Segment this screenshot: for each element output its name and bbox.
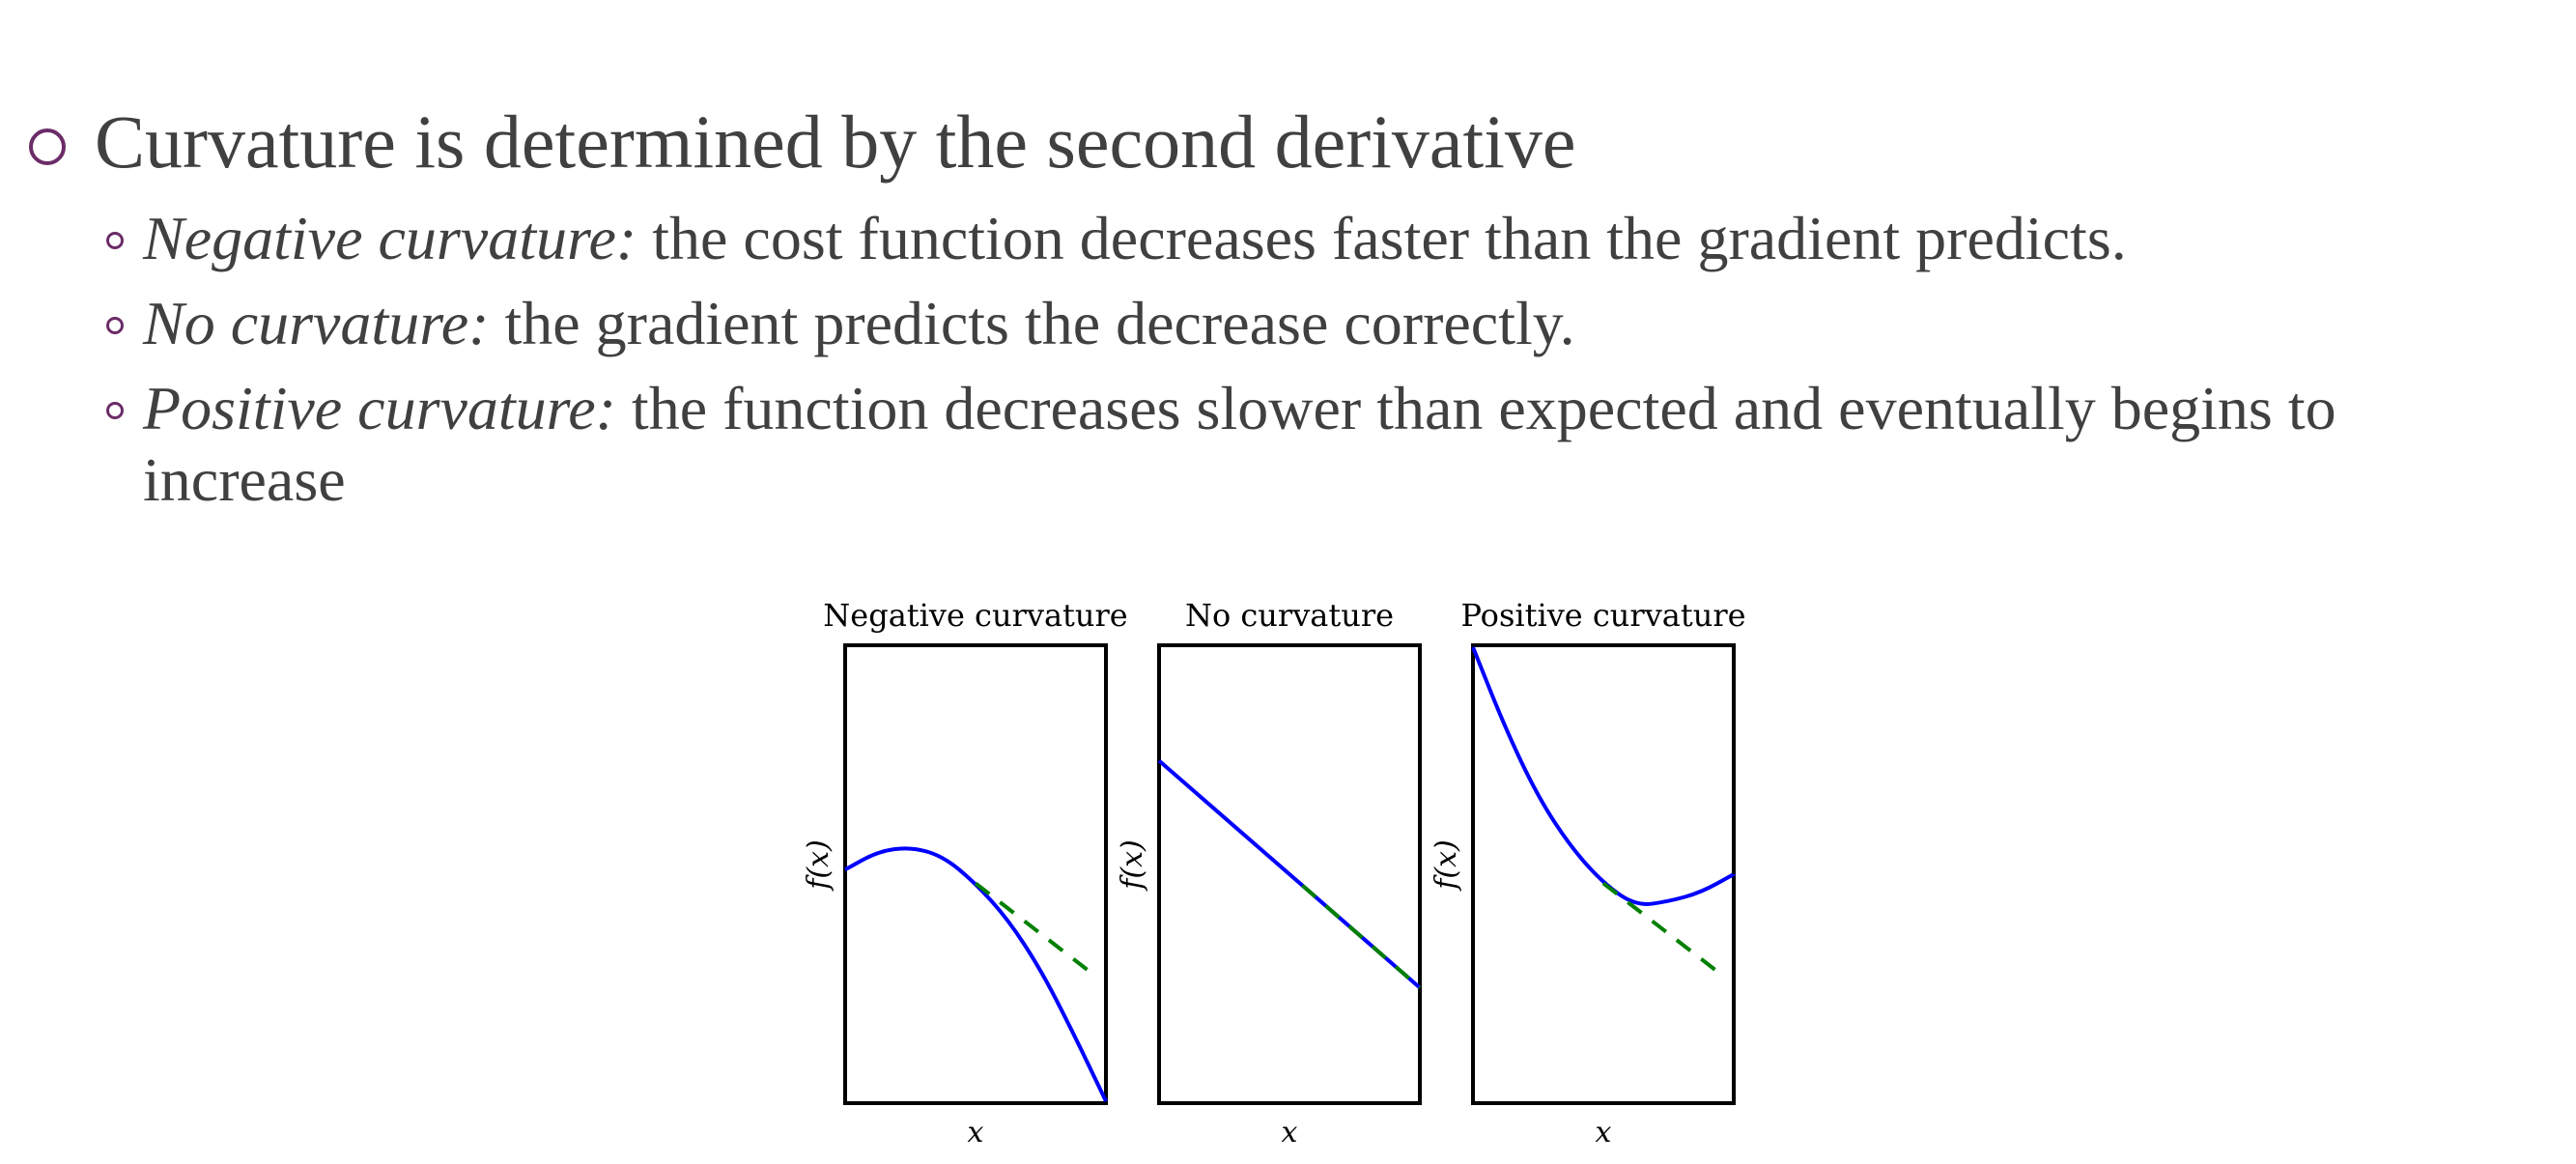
chart-panel-3: Positive curvature x f(x) [1430,597,1746,1150]
sub-bullet-none: No curvature: the gradient predicts the … [106,288,2473,359]
main-bullet: Curvature is determined by the second de… [29,104,1576,180]
x-axis-label: x [968,1116,984,1150]
sub-bullet-negative: Negative curvature: the cost function de… [106,203,2473,274]
term-description: the cost function decreases faster than … [637,204,2127,272]
circle-bullet-icon [29,128,66,165]
slide-heading: Curvature is determined by the second de… [95,99,1576,184]
gradient-tangent-line [1601,881,1722,976]
x-axis-label: x [1282,1116,1298,1150]
function-curve [844,846,1108,1102]
sub-bullet-text: Negative curvature: the cost function de… [143,203,2473,274]
y-axis-label: f(x) [1430,839,1463,891]
chart-panel-1: Negative curvature x f(x) [802,597,1128,1150]
plot-frame [843,643,1108,1105]
function-curve [1471,646,1737,906]
small-circle-bullet-icon [106,317,124,334]
term-label: No curvature: [143,289,490,357]
chart-title: Positive curvature [1460,597,1745,634]
term-label: Positive curvature: [143,374,616,442]
term-label: Negative curvature: [143,204,637,272]
chart-title: Negative curvature [823,597,1127,634]
plot-frame [1471,643,1736,1105]
chart-panel-2: No curvature x f(x) [1116,597,1422,1150]
chart-title: No curvature [1185,597,1394,634]
term-description: the gradient predicts the decrease corre… [489,289,1575,357]
sub-bullet-text: Positive curvature: the function decreas… [143,373,2473,516]
plot-frame [1157,643,1422,1105]
x-axis-label: x [1596,1116,1612,1150]
y-axis-label: f(x) [1116,839,1149,891]
gradient-tangent-line [974,881,1094,976]
term-description: the function decreases slower than expec… [143,374,2336,514]
sub-bullet-text: No curvature: the gradient predicts the … [143,288,2473,359]
y-axis-label: f(x) [802,839,835,891]
sub-bullet-positive: Positive curvature: the function decreas… [106,373,2473,516]
small-circle-bullet-icon [106,232,124,249]
small-circle-bullet-icon [106,402,124,419]
gradient-tangent-line [1301,884,1422,990]
sub-bullet-list: Negative curvature: the cost function de… [106,203,2473,529]
